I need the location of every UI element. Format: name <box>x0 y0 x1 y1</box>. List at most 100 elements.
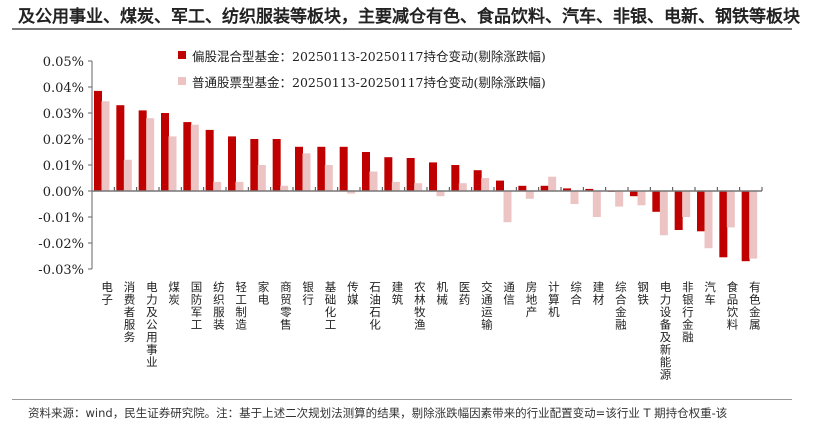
bar-chart: 0.05% 0.04% 0.03% 0.02% 0.01% 0.00% -0.01% -0.0… <box>38 55 763 381</box>
bar <box>339 146 348 191</box>
x-tick-label: 综合金融 <box>614 280 628 331</box>
bar <box>391 181 400 191</box>
legend: 偏股混合型基金：20250113-20250117持仓变动(剔除涨跌幅) 普通股… <box>178 42 546 94</box>
bar <box>652 191 661 212</box>
x-tick-label: 银行 <box>301 280 315 306</box>
bar <box>257 165 266 191</box>
bar <box>592 191 601 217</box>
x-tick-label: 非银行金融 <box>681 281 695 344</box>
x-tick-label: 综合 <box>569 280 583 306</box>
bar <box>674 191 683 230</box>
y-tick-label: 0.05% <box>43 55 84 70</box>
bar <box>615 191 624 207</box>
x-tick-label: 电力及公用事业 <box>145 281 159 369</box>
bar <box>741 191 750 262</box>
bar <box>228 136 236 191</box>
y-tick-label: -0.03% <box>38 263 84 278</box>
bar <box>146 118 155 191</box>
x-tick-label: 房地产 <box>525 281 539 319</box>
bar <box>94 90 102 191</box>
x-tick-label: 电力设备及新能源 <box>659 281 673 381</box>
y-tick-label: -0.01% <box>38 211 84 226</box>
y-tick-label: 0.01% <box>43 159 84 174</box>
bar <box>116 105 125 191</box>
bar <box>347 191 356 194</box>
bar <box>473 170 482 191</box>
x-tick-label: 机械 <box>435 280 449 306</box>
x-tick-label: 医药 <box>458 281 472 306</box>
y-tick-label: -0.02% <box>38 237 84 252</box>
bar <box>525 191 534 199</box>
bar <box>183 122 192 191</box>
y-tick-label: 0.00% <box>43 185 84 200</box>
bar <box>563 188 571 191</box>
bar <box>235 181 244 191</box>
bar <box>272 139 281 191</box>
bar <box>324 165 333 191</box>
bar <box>295 146 303 191</box>
bar <box>406 157 415 191</box>
legend-label: 偏股混合型基金：20250113-20250117持仓变动(剔除涨跌幅) <box>192 48 546 64</box>
title-rule <box>12 28 792 30</box>
bar <box>101 101 110 191</box>
source-note: 资料来源：wind，民生证券研究院。注：基于上述二次规划法测算的结果，剔除涨跌幅… <box>28 406 728 420</box>
bar <box>190 124 199 191</box>
x-tick-label: 纺织服装 <box>212 280 226 331</box>
bar <box>250 139 259 191</box>
bar <box>496 180 504 191</box>
legend-item: 普通股票型基金：20250113-20250117持仓变动(剔除涨跌幅) <box>178 68 546 94</box>
legend-swatch <box>178 51 186 59</box>
x-tick-label: 传媒 <box>346 280 360 306</box>
bar <box>138 110 147 191</box>
bar <box>719 191 728 258</box>
bar <box>503 191 512 223</box>
bar <box>369 171 378 191</box>
y-tick-label: 0.04% <box>43 81 84 96</box>
bar <box>213 181 222 191</box>
x-tick-label: 轻工制造 <box>234 280 248 331</box>
x-tick-label: 建材 <box>592 280 606 306</box>
bar <box>384 157 393 191</box>
bar <box>704 191 713 249</box>
bar <box>123 159 132 191</box>
x-tick-label: 石油石化 <box>368 281 382 331</box>
x-tick-label: 消费者服务 <box>123 280 137 343</box>
bar <box>659 191 668 236</box>
footer-rule <box>12 399 792 400</box>
legend-label: 普通股票型基金：20250113-20250117持仓变动(剔除涨跌幅) <box>192 74 546 90</box>
x-tick-label: 基础化工 <box>324 281 338 331</box>
x-tick-label: 国防军工 <box>190 281 204 331</box>
bar <box>570 191 579 204</box>
bar <box>280 185 289 191</box>
x-tick-label: 家电 <box>257 280 271 306</box>
legend-swatch <box>178 77 186 85</box>
bar <box>168 136 177 191</box>
bar <box>585 188 594 191</box>
x-tick-label: 商贸零售 <box>279 280 293 331</box>
bar <box>726 191 735 228</box>
bar <box>518 185 527 191</box>
bar <box>637 191 646 206</box>
x-tick-label: 农林牧渔 <box>413 280 427 331</box>
bar <box>205 129 214 191</box>
bar <box>317 146 326 191</box>
bar <box>302 153 311 191</box>
x-tick-label: 食品饮料 <box>726 280 740 331</box>
x-tick-label: 钢铁 <box>636 281 650 306</box>
bar <box>458 183 467 191</box>
x-tick-label: 煤炭 <box>167 281 181 306</box>
x-tick-label: 计算机 <box>547 281 561 319</box>
bar <box>548 176 557 191</box>
y-tick-label: 0.02% <box>43 133 84 148</box>
x-tick-label: 有色金属 <box>748 280 762 331</box>
bar <box>749 191 758 259</box>
bar <box>540 185 549 191</box>
legend-item: 偏股混合型基金：20250113-20250117持仓变动(剔除涨跌幅) <box>178 42 546 68</box>
bar <box>414 183 423 191</box>
bar <box>362 152 370 191</box>
x-tick-label: 汽车 <box>703 280 717 306</box>
bar <box>451 165 460 191</box>
bar <box>682 191 691 217</box>
bar <box>481 178 490 191</box>
x-tick-label: 电子 <box>100 281 114 306</box>
